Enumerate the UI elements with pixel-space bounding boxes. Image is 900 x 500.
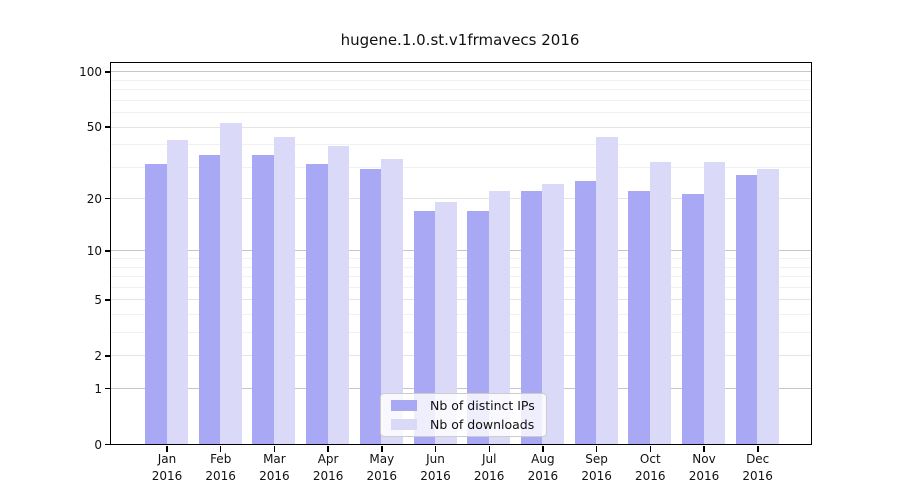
- legend-label-downloads: Nb of downloads: [430, 417, 535, 432]
- x-tick-mark: [649, 446, 651, 452]
- x-tick-label-jun: Jun 2016: [420, 452, 451, 483]
- x-tick-mark: [757, 446, 759, 452]
- bar-downloads-mar: [273, 136, 296, 444]
- bar-distinct-ips-may: [359, 169, 382, 444]
- gridline-7: [111, 276, 811, 278]
- x-tick-label-feb: Feb 2016: [205, 452, 236, 483]
- x-tick-mark: [703, 446, 705, 452]
- gridline-1: [111, 388, 811, 389]
- x-tick-label-sep: Sep 2016: [581, 452, 612, 483]
- gridline-80: [111, 89, 811, 91]
- y-tick-label-0: 0: [94, 437, 102, 452]
- bar-downloads-feb: [220, 123, 242, 444]
- bar-distinct-ips-jun: [413, 210, 435, 444]
- bar-distinct-ips-jul: [467, 210, 489, 444]
- y-tick-mark: [105, 197, 111, 200]
- bar-downloads-aug: [542, 184, 564, 444]
- bar-distinct-ips-sep: [574, 180, 597, 444]
- x-tick-mark: [166, 446, 168, 452]
- gridline-70: [111, 99, 811, 101]
- y-tick-mark: [105, 71, 111, 73]
- plot-area: [110, 62, 812, 445]
- bar-distinct-ips-oct: [628, 190, 650, 444]
- y-tick-label-5: 5: [94, 292, 102, 307]
- bar-downloads-sep: [596, 136, 618, 444]
- y-tick-label-20: 20: [86, 191, 102, 206]
- x-tick-mark: [542, 446, 544, 452]
- gridline-40: [111, 144, 811, 146]
- legend-item-distinct-ips: Nb of distinct IPs: [391, 398, 536, 413]
- gridline-100: [111, 71, 811, 73]
- legend-swatch-downloads: [391, 419, 417, 430]
- y-tick-mark: [105, 387, 111, 390]
- y-tick-mark: [105, 443, 111, 446]
- gridline-3: [111, 332, 811, 334]
- y-tick-mark: [105, 126, 111, 128]
- bar-downloads-nov: [703, 161, 725, 444]
- legend: Nb of distinct IPs Nb of downloads: [380, 393, 547, 437]
- bar-distinct-ips-mar: [252, 154, 274, 444]
- gridline-9: [111, 258, 811, 260]
- x-tick-mark: [488, 446, 490, 452]
- x-tick-label-may: May 2016: [366, 452, 398, 483]
- x-tick-mark: [434, 446, 437, 452]
- x-tick-label-apr: Apr 2016: [312, 452, 344, 483]
- bar-distinct-ips-aug: [520, 190, 543, 444]
- gridline-8: [111, 266, 811, 268]
- bar-downloads-dec: [757, 169, 779, 444]
- bar-distinct-ips-dec: [735, 174, 758, 444]
- bar-downloads-may: [381, 159, 403, 444]
- bar-distinct-ips-feb: [198, 154, 221, 444]
- x-tick-label-oct: Oct 2016: [635, 452, 666, 483]
- gridline-10: [111, 250, 811, 252]
- bar-downloads-jun: [435, 202, 457, 444]
- x-tick-label-jan: Jan 2016: [151, 452, 183, 483]
- x-tick-mark: [381, 446, 383, 452]
- gridline-20: [111, 198, 811, 200]
- gridline-5: [111, 299, 811, 301]
- x-tick-label-jul: Jul 2016: [473, 452, 505, 483]
- y-tick-mark: [105, 355, 111, 357]
- legend-swatch-distinct-ips: [391, 400, 417, 411]
- gridline-30: [111, 166, 811, 168]
- legend-item-downloads: Nb of downloads: [391, 417, 536, 432]
- bar-downloads-apr: [327, 146, 350, 444]
- x-tick-mark: [327, 446, 329, 452]
- bar-distinct-ips-nov: [682, 194, 704, 444]
- gridline-60: [111, 112, 811, 114]
- y-tick-label-100: 100: [79, 64, 102, 79]
- bar-downloads-oct: [649, 161, 672, 444]
- bar-downloads-jul: [488, 190, 511, 444]
- y-tick-label-50: 50: [86, 120, 102, 134]
- x-tick-mark: [219, 446, 222, 452]
- gridline-2: [111, 355, 811, 357]
- gridline-50: [111, 126, 811, 128]
- gridline-90: [111, 79, 811, 81]
- x-tick-mark: [273, 446, 276, 452]
- x-tick-label-mar: Mar 2016: [259, 452, 290, 483]
- y-tick-mark: [105, 250, 111, 252]
- bar-distinct-ips-jan: [145, 164, 167, 444]
- x-tick-label-dec: Dec 2016: [742, 452, 773, 483]
- x-tick-mark: [595, 446, 598, 452]
- x-tick-label-aug: Aug 2016: [527, 452, 559, 483]
- x-tick-label-nov: Nov 2016: [688, 452, 720, 483]
- y-tick-mark: [105, 299, 111, 301]
- bar-downloads-jan: [166, 140, 188, 444]
- gridline-6: [111, 286, 811, 288]
- legend-label-distinct-ips: Nb of distinct IPs: [430, 398, 535, 413]
- gridline-4: [111, 314, 811, 315]
- chart-title: hugene.1.0.st.v1frmavecs 2016: [340, 31, 580, 49]
- y-tick-label-2: 2: [94, 348, 102, 363]
- y-tick-label-1: 1: [94, 381, 102, 396]
- y-tick-label-10: 10: [86, 243, 102, 258]
- bar-distinct-ips-apr: [306, 164, 328, 444]
